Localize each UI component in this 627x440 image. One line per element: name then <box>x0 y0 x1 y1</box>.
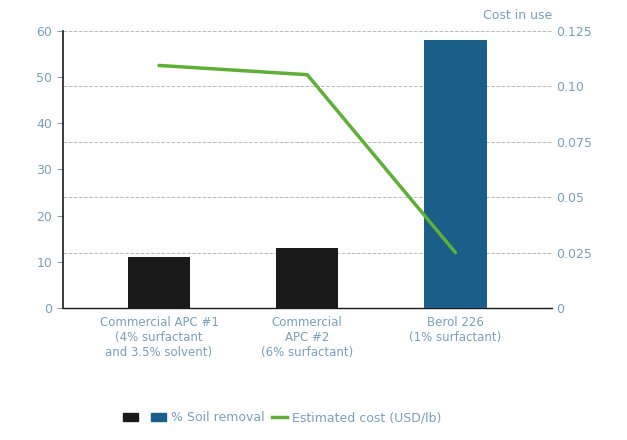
Legend: , % Soil removal, Estimated cost (USD/lb): , % Soil removal, Estimated cost (USD/lb… <box>118 407 446 429</box>
Bar <box>128 257 190 308</box>
Bar <box>424 40 487 308</box>
Text: Cost in use: Cost in use <box>483 10 552 22</box>
Bar <box>276 248 339 308</box>
